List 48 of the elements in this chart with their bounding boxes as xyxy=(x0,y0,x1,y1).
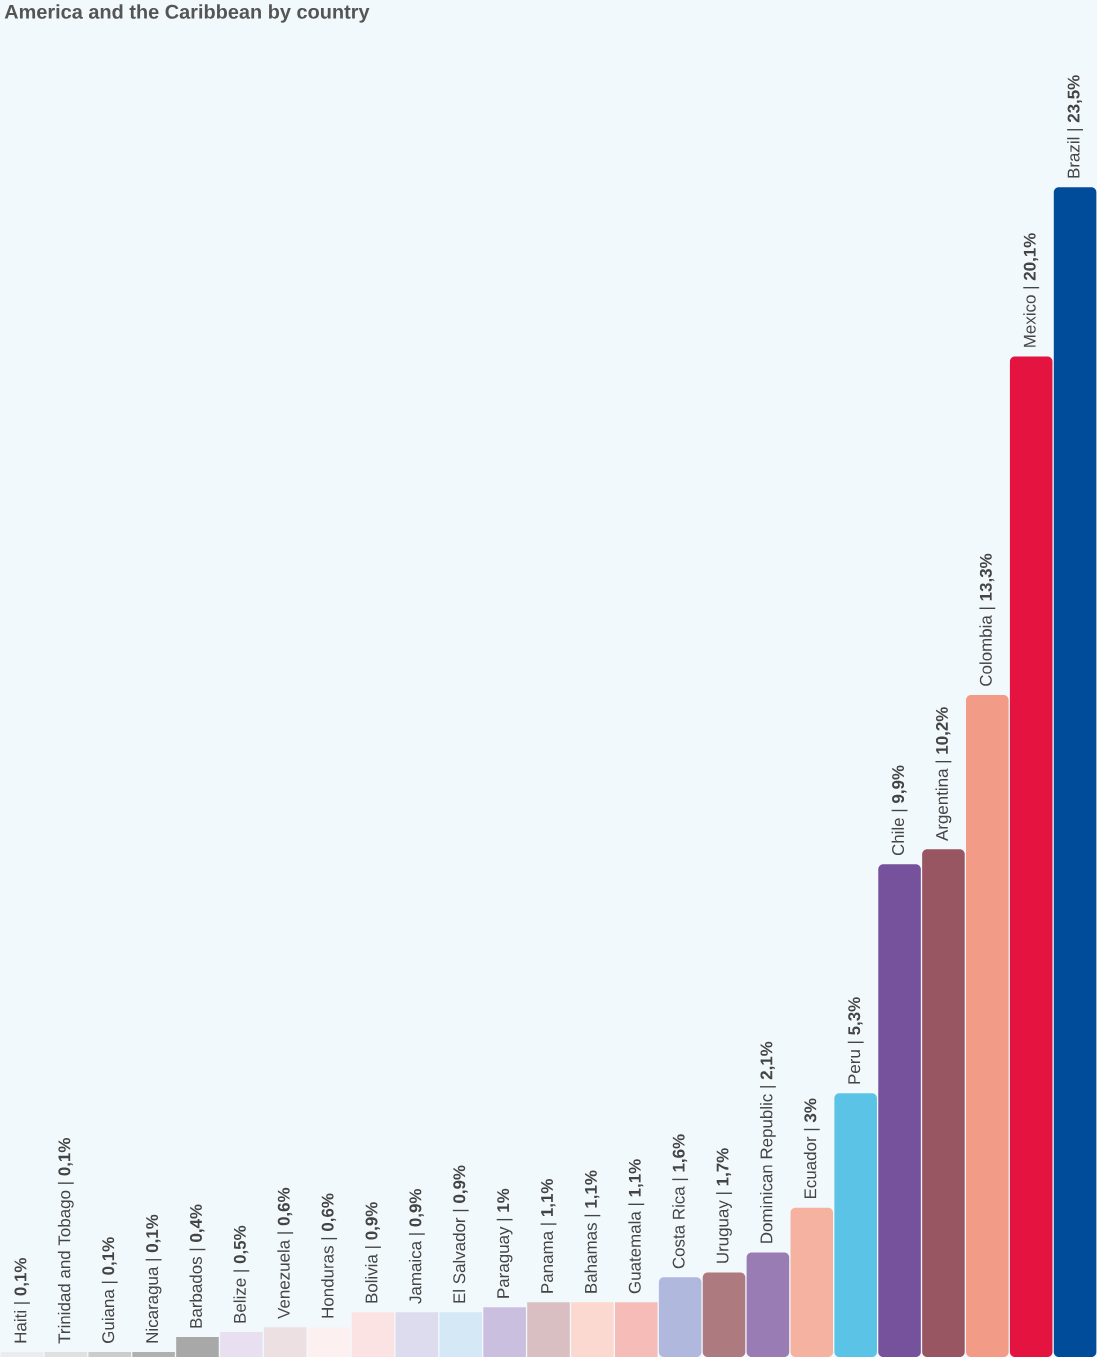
bar xyxy=(1009,356,1053,1357)
data-label: Belize | 0,5% xyxy=(233,1225,250,1323)
data-label: Haiti | 0,1% xyxy=(14,1257,30,1343)
chart-title: America and the Caribbean by country xyxy=(4,4,370,23)
bar xyxy=(614,1302,658,1357)
data-label: Brazil | 23,5% xyxy=(1067,75,1084,178)
data-label: Trinidad and Tobago | 0,1% xyxy=(57,1138,74,1344)
data-label: Peru | 5,3% xyxy=(847,997,864,1084)
bar xyxy=(702,1272,746,1357)
bar xyxy=(790,1207,834,1357)
data-label: El Salvador | 0,9% xyxy=(452,1165,469,1303)
bar xyxy=(88,1352,131,1357)
bar xyxy=(395,1312,439,1357)
bar xyxy=(922,849,965,1357)
bar xyxy=(527,1302,570,1357)
bar xyxy=(44,1352,88,1357)
data-label: Bolivia | 0,9% xyxy=(365,1202,381,1303)
bar xyxy=(351,1312,395,1357)
bar xyxy=(834,1093,877,1357)
data-label: Argentina | 10,2% xyxy=(935,707,952,842)
bar xyxy=(878,864,921,1357)
bar xyxy=(263,1327,307,1357)
data-label: Nicaragua | 0,1% xyxy=(145,1214,162,1343)
data-label: Barbados | 0,4% xyxy=(189,1204,206,1328)
bar xyxy=(571,1302,614,1357)
data-label: Ecuador | 3% xyxy=(803,1098,820,1199)
bar xyxy=(0,1352,44,1357)
data-label: Panama | 1,1% xyxy=(540,1179,557,1293)
data-label: Dominican Republic | 2,1% xyxy=(759,1041,776,1243)
data-label: Uruguay | 1,7% xyxy=(716,1148,732,1263)
data-label: Chile | 9,9% xyxy=(891,765,908,856)
data-label: Guiana | 0,1% xyxy=(101,1237,118,1343)
data-label: Costa Rica | 1,6% xyxy=(672,1134,689,1269)
data-label: Mexico | 20,1% xyxy=(1023,233,1040,347)
data-label: Guatemala | 1,1% xyxy=(628,1159,645,1294)
data-label: Colombia | 13,3% xyxy=(979,553,996,686)
bar xyxy=(658,1277,702,1357)
bar xyxy=(966,694,1009,1357)
bar xyxy=(1053,187,1097,1357)
bar xyxy=(746,1252,790,1357)
bar xyxy=(439,1312,483,1357)
bar xyxy=(483,1307,526,1357)
data-label: Venezuela | 0,6% xyxy=(277,1187,294,1319)
data-label: Bahamas | 1,1% xyxy=(584,1170,601,1293)
data-label: Jamaica | 0,9% xyxy=(408,1188,425,1304)
bar xyxy=(220,1332,263,1357)
data-label: Honduras | 0,6% xyxy=(321,1193,338,1318)
data-label: Paraguay | 1% xyxy=(496,1188,513,1298)
